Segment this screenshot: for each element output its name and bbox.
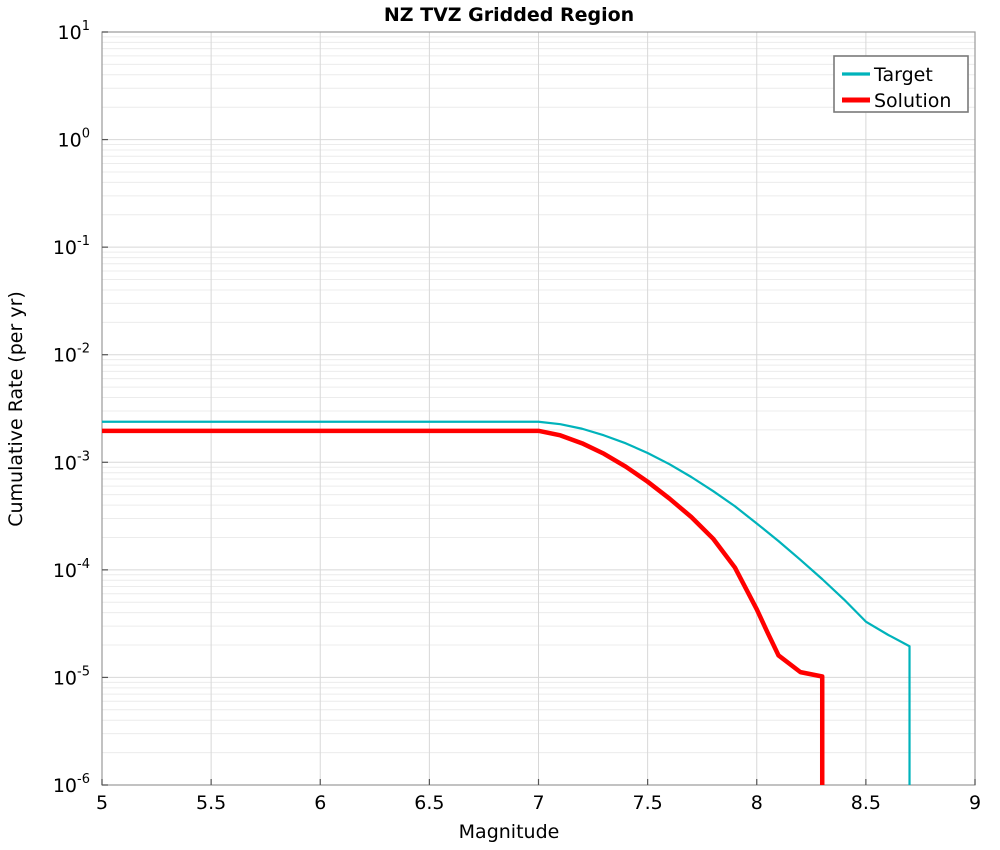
chart-legend[interactable]: Target Solution — [833, 55, 969, 113]
x-tick-label: 8 — [751, 792, 763, 814]
series-line-solution — [102, 428, 825, 785]
legend-label-solution: Solution — [874, 90, 951, 112]
series-line-target — [102, 420, 911, 785]
legend-box — [833, 55, 969, 113]
x-tick-label: 8.5 — [851, 792, 881, 814]
x-tick-label: 6 — [314, 792, 326, 814]
x-tick-label: 6.5 — [414, 792, 444, 814]
y-tick-label: 101 — [58, 19, 90, 44]
legend-label-target: Target — [873, 64, 933, 86]
x-tick-label: 5 — [96, 792, 108, 814]
x-tick-label: 5.5 — [196, 792, 226, 814]
x-tick-label: 7 — [532, 792, 544, 814]
data-series-layer — [102, 420, 911, 785]
x-tick-label: 7.5 — [633, 792, 663, 814]
x-tick-label: 9 — [969, 792, 981, 814]
y-axis-label: Cumulative Rate (per yr) — [5, 291, 27, 527]
x-axis-ticks: 5 5.5 6 6.5 7 7.5 8 8.5 9 — [96, 779, 981, 814]
x-axis-label: Magnitude — [459, 821, 560, 843]
chart-title: NZ TVZ Gridded Region — [384, 4, 634, 26]
y-tick-label: 10-4 — [53, 557, 90, 582]
